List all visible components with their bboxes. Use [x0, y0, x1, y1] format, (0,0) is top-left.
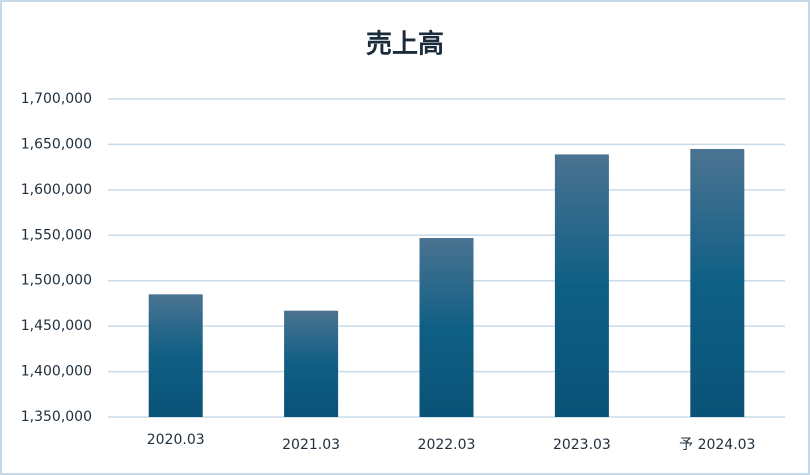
bar: [554, 154, 609, 417]
y-tick-label: 1,350,000: [21, 409, 92, 425]
bar: [284, 310, 339, 417]
y-tick-label: 1,500,000: [21, 273, 92, 289]
bar: [690, 148, 745, 417]
chart-title: 売上高: [366, 29, 444, 60]
y-tick-label: 1,700,000: [21, 91, 92, 107]
bar: [419, 238, 474, 417]
y-tick-label: 1,400,000: [21, 364, 92, 380]
y-tick-label: 1,600,000: [21, 182, 92, 198]
bar: [148, 294, 203, 417]
y-tick-label: 1,450,000: [21, 318, 92, 334]
y-tick-label: 1,650,000: [21, 136, 92, 152]
x-tick-label: 予 2024.03: [679, 437, 755, 453]
x-tick-label: 2022.03: [418, 437, 476, 453]
x-tick-label: 2023.03: [553, 437, 611, 453]
x-tick-label: 2021.03: [282, 437, 340, 453]
y-tick-label: 1,550,000: [21, 227, 92, 243]
x-tick-label: 2020.03: [147, 432, 205, 448]
